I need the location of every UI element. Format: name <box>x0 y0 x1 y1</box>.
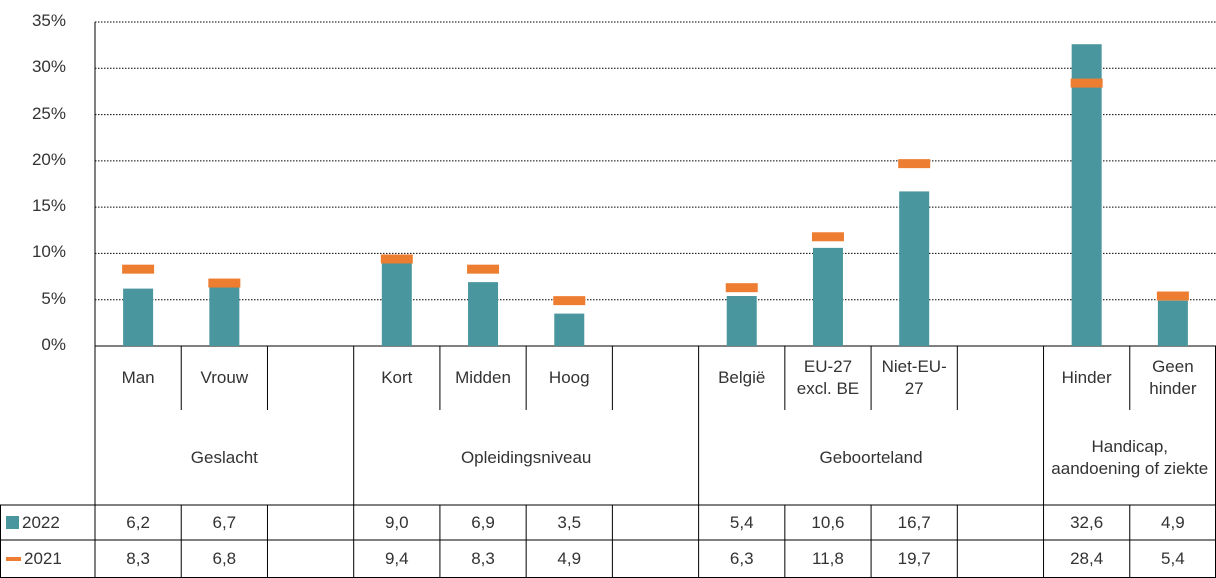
y-tick-label: 5% <box>41 288 66 308</box>
bar <box>1071 44 1102 347</box>
table-value: 9,4 <box>384 549 409 568</box>
table-value: 32,6 <box>1070 512 1104 532</box>
table-value: 10,6 <box>811 512 845 532</box>
table-value: 6,9 <box>471 512 495 532</box>
bar <box>468 282 499 346</box>
table-value: 28,4 <box>1070 549 1104 568</box>
marker-2021 <box>725 283 758 293</box>
category-label: Kort <box>381 368 413 387</box>
table-value: 3,5 <box>557 512 582 532</box>
y-tick-label: 10% <box>31 242 66 262</box>
bar <box>381 262 412 346</box>
legend-swatch <box>6 557 21 561</box>
group-label: Geslacht <box>190 447 258 467</box>
table-value: 6,8 <box>212 549 237 568</box>
table-value: 4,9 <box>557 549 582 568</box>
legend-item: 2022 <box>6 505 60 540</box>
table-value: 5,4 <box>1161 549 1185 568</box>
legend-item: 2021 <box>6 540 62 578</box>
category-label: Midden <box>455 368 511 387</box>
table-value: 5,4 <box>729 512 754 532</box>
y-tick-label: 0% <box>41 335 66 354</box>
table-value: 6,3 <box>729 549 754 568</box>
y-tick-label: 30% <box>31 57 66 77</box>
y-tick-label: 35% <box>31 11 66 30</box>
marker-2021 <box>122 264 155 274</box>
group-label: Geboorteland <box>819 447 923 467</box>
y-tick-label: 15% <box>31 196 66 216</box>
table-value: 16,7 <box>897 512 931 532</box>
table-value: 19,7 <box>897 549 931 568</box>
y-tick-label: 20% <box>31 149 66 169</box>
marker-2021 <box>380 254 413 264</box>
table-value: 8,3 <box>126 549 150 568</box>
bar <box>554 313 585 346</box>
y-tick-label: 25% <box>31 103 66 123</box>
category-label: Vrouw <box>200 368 249 387</box>
bar <box>899 191 930 346</box>
legend-swatch <box>6 516 19 529</box>
legend-label: 2022 <box>22 512 60 532</box>
bar <box>123 288 154 346</box>
table-value: 6,2 <box>126 512 150 532</box>
marker-2021 <box>1070 78 1103 88</box>
category-label: Man <box>121 368 155 387</box>
table-value: 4,9 <box>1161 512 1185 532</box>
marker-2021 <box>553 296 586 306</box>
marker-2021 <box>1156 291 1189 301</box>
category-label: EU-27 excl. BE <box>796 357 860 398</box>
marker-2021 <box>208 278 241 288</box>
bar <box>209 283 240 346</box>
group-label: Opleidingsniveau <box>460 447 592 467</box>
table-value: 9,0 <box>384 512 409 532</box>
table-value: 6,7 <box>212 512 237 532</box>
category-label: Geen hinder <box>1149 357 1197 398</box>
category-label: Hinder <box>1061 368 1112 387</box>
category-label: Hoog <box>548 368 590 387</box>
marker-2021 <box>467 264 500 274</box>
bar <box>726 296 757 346</box>
table-value: 11,8 <box>812 549 844 568</box>
marker-2021 <box>811 232 844 242</box>
bar <box>1157 300 1188 346</box>
marker-2021 <box>898 159 931 169</box>
table-value: 8,3 <box>471 549 495 568</box>
bar <box>812 247 843 346</box>
category-label: Niet-EU-27 <box>881 357 947 398</box>
legend-label: 2021 <box>24 549 62 568</box>
category-label: België <box>718 368 766 387</box>
group-label: Handicap, aandoening of ziekte <box>1051 436 1209 478</box>
